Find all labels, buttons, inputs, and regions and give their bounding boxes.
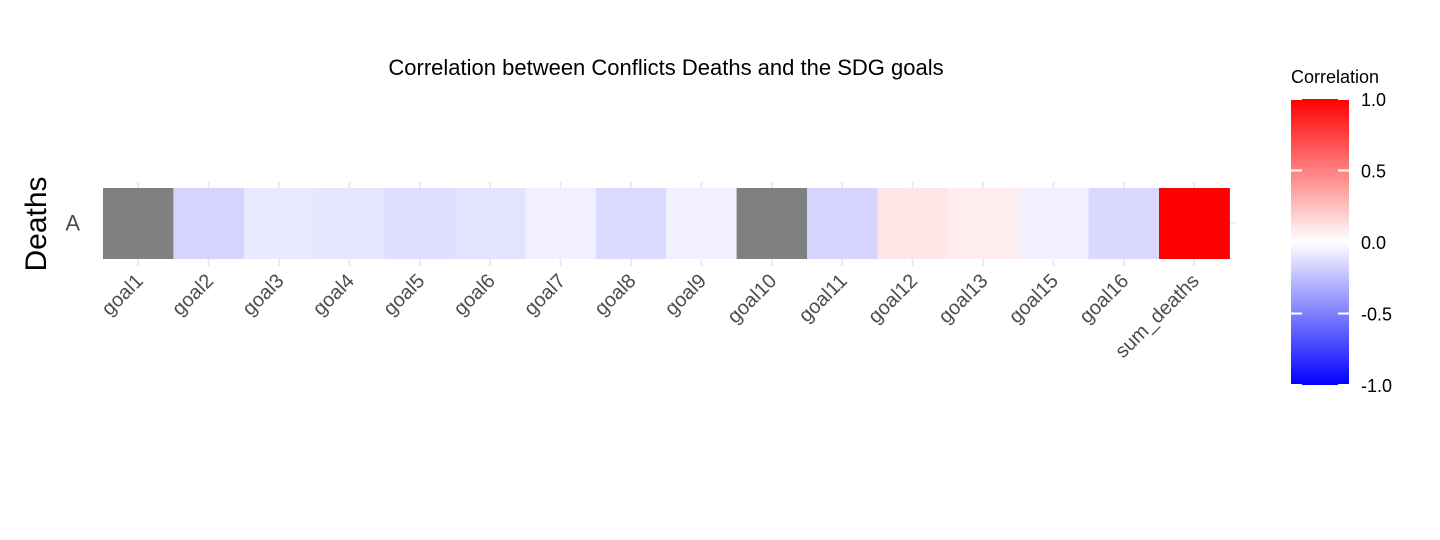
heatmap-cell-goal3 — [243, 188, 315, 259]
x-tick-label: goal10 — [723, 270, 781, 328]
heatmap-cell-goal4 — [314, 188, 386, 259]
heatmap-cell-goal8 — [595, 188, 667, 259]
chart-title: Correlation between Conflicts Deaths and… — [388, 55, 943, 80]
legend-tick-label: 0.0 — [1361, 233, 1386, 253]
heatmap-cell-goal16 — [1088, 188, 1160, 259]
heatmap-cell-goal15 — [1018, 188, 1090, 259]
x-tick-label: goal15 — [1005, 270, 1063, 328]
x-tick-label: goal5 — [379, 270, 429, 320]
heatmap-cell-goal5 — [384, 188, 456, 259]
y-axis-label: Deaths — [20, 176, 53, 271]
heatmap-cell-goal1 — [103, 188, 174, 259]
x-tick-label: goal1 — [98, 270, 148, 320]
x-tick-label: goal11 — [795, 270, 852, 327]
heatmap-cell-goal2 — [173, 188, 245, 259]
legend-title: Correlation — [1291, 67, 1379, 87]
x-tick-label: goal16 — [1075, 270, 1133, 328]
legend-tick-label: 0.5 — [1361, 162, 1386, 182]
legend-ticks: 1.0 0.5 0.0 -0.5 -1.0 — [1291, 90, 1392, 396]
legend-tick-label: 1.0 — [1361, 90, 1386, 110]
y-tick-label: A — [65, 211, 80, 236]
heatmap-cell-goal6 — [455, 188, 526, 259]
x-tick-label: goal3 — [238, 270, 288, 320]
x-tick-label: goal8 — [590, 270, 640, 320]
x-tick-label: goal13 — [935, 270, 993, 328]
x-tick-label: goal2 — [168, 270, 218, 320]
x-tick-labels: goal1 goal2 goal3 goal4 goal5 goal6 goal7 goal8… — [98, 270, 1204, 363]
heatmap-cell-goal13 — [947, 188, 1019, 259]
legend-tick-label: -1.0 — [1361, 376, 1392, 396]
x-tick-label: goal4 — [309, 270, 359, 320]
legend: Correlation 1.0 0.5 0.0 -0.5 -1.0 — [1291, 67, 1392, 396]
heatmap-cell-sum_deaths — [1159, 188, 1230, 259]
legend-tick-label: -0.5 — [1361, 305, 1392, 325]
x-tick-label: goal6 — [450, 270, 500, 320]
heatmap-cell-goal7 — [525, 188, 597, 259]
heatmap-cell-goal9 — [666, 188, 738, 259]
heatmap-cells — [103, 188, 1230, 259]
y-tick-labels: A — [65, 211, 80, 236]
heatmap-cell-goal11 — [807, 188, 878, 259]
heatmap-cell-goal12 — [877, 188, 949, 259]
heatmap-cell-goal10 — [736, 188, 808, 259]
x-tick-label: goal7 — [520, 270, 570, 320]
x-tick-label: goal9 — [661, 270, 711, 320]
x-tick-label: goal12 — [864, 270, 922, 328]
